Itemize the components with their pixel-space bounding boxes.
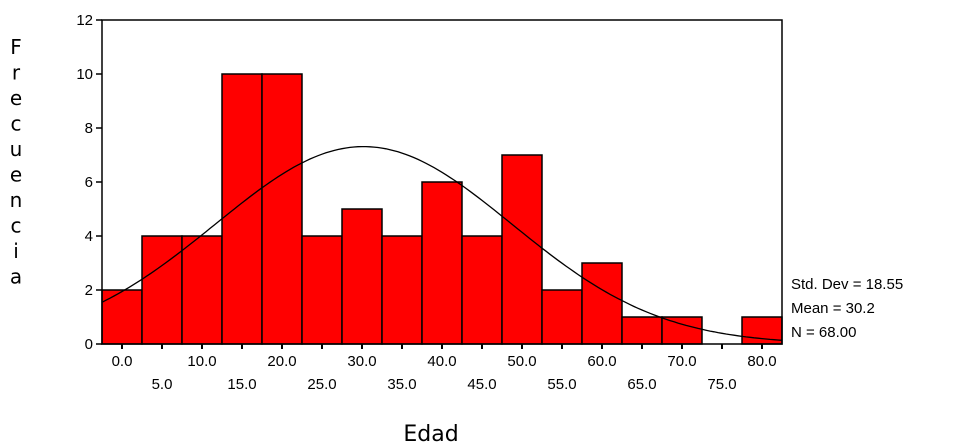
histogram-bar <box>101 289 143 345</box>
y-axis-label-letter: u <box>10 137 23 161</box>
x-tick-label: 35.0 <box>387 376 416 393</box>
histogram-bar <box>381 235 423 345</box>
y-axis-label-letter: n <box>10 188 23 212</box>
y-tick-label: 2 <box>85 282 93 299</box>
x-axis: 0.0 10.0 20.0 30.0 40.0 50.0 60.0 70.0 80.0 5.0 15… <box>112 344 777 393</box>
y-axis-label-letter: i <box>13 239 19 263</box>
x-tick-label: 80.0 <box>747 353 776 370</box>
statistics-box: Std. Dev = 18.55 Mean = 30.2 N = 68.00 <box>791 276 903 341</box>
histogram-bar <box>541 289 583 345</box>
histogram-bar <box>581 262 623 345</box>
histogram-bar <box>501 154 543 345</box>
y-tick-label: 4 <box>85 228 93 245</box>
y-tick-label: 8 <box>85 120 93 137</box>
stat-line: Mean = 30.2 <box>791 300 875 317</box>
x-tick-label: 65.0 <box>627 376 656 393</box>
x-tick-label: 30.0 <box>347 353 376 370</box>
y-axis-label-letter: a <box>10 265 22 289</box>
histogram-bar <box>141 235 183 345</box>
histogram-bar <box>461 235 503 345</box>
y-tick-label: 0 <box>85 336 93 353</box>
histogram-bar <box>221 73 263 345</box>
histogram-bar <box>341 208 383 345</box>
x-axis-label: Edad <box>403 422 458 447</box>
x-tick-label: 20.0 <box>267 353 296 370</box>
y-axis: 0 2 4 6 8 10 12 <box>76 12 102 353</box>
x-tick-label: 25.0 <box>307 376 336 393</box>
histogram-bar <box>181 235 223 345</box>
x-tick-label: 55.0 <box>547 376 576 393</box>
x-tick-label: 50.0 <box>507 353 536 370</box>
histogram-bar <box>301 235 343 345</box>
histogram-bar <box>261 73 303 345</box>
bars-group <box>101 73 783 345</box>
normal-curve <box>101 145 783 341</box>
stat-line: N = 68.00 <box>791 324 856 341</box>
y-axis-label-letter: r <box>12 61 21 85</box>
y-tick-label: 10 <box>76 66 93 83</box>
histogram-bar <box>621 316 663 345</box>
y-axis-label-letter: e <box>10 86 22 110</box>
y-axis-label-letter: c <box>11 112 22 136</box>
y-tick-label: 6 <box>85 174 93 191</box>
x-tick-label: 70.0 <box>667 353 696 370</box>
histogram-bar <box>661 316 703 345</box>
y-axis-label-letter: c <box>11 214 22 238</box>
x-tick-label: 45.0 <box>467 376 496 393</box>
y-axis-label-letter: F <box>10 35 22 59</box>
y-axis-label-letter: e <box>10 163 22 187</box>
x-tick-label: 10.0 <box>187 353 216 370</box>
y-tick-label: 12 <box>76 12 93 29</box>
x-tick-label: 0.0 <box>112 353 133 370</box>
histogram-bar <box>421 181 463 345</box>
x-tick-label: 60.0 <box>587 353 616 370</box>
x-tick-label: 5.0 <box>152 376 173 393</box>
stat-line: Std. Dev = 18.55 <box>791 276 903 293</box>
x-tick-label: 15.0 <box>227 376 256 393</box>
x-tick-label: 75.0 <box>707 376 736 393</box>
x-tick-label: 40.0 <box>427 353 456 370</box>
